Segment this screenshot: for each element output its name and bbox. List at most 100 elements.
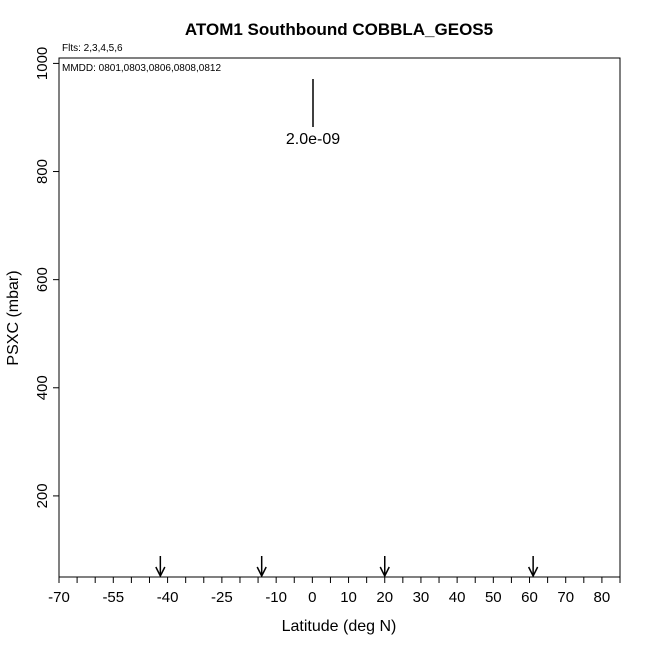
data-point: [359, 372, 367, 380]
dates-note: MMDD: 0801,0803,0806,0808,0812: [62, 63, 221, 74]
flight-arrow: [527, 556, 539, 578]
data-point: [174, 59, 183, 68]
data-point: [467, 56, 476, 65]
data-point: [149, 383, 158, 392]
data-point: [207, 475, 215, 484]
data-point: [156, 475, 165, 484]
x-axis: -70 -55 -40 -25 -10 0 10 20 30 40 50 60 70 80: [48, 577, 621, 606]
data-point: [272, 481, 281, 490]
data-point: [123, 437, 132, 446]
scale-label: 2.0e-09: [286, 131, 340, 148]
x-tick-label: -25: [211, 589, 233, 606]
x-tick-label: -10: [265, 589, 287, 606]
data-point: [131, 353, 139, 361]
flight-arrow: [155, 556, 166, 578]
data-point: [308, 388, 317, 397]
data-point: [236, 392, 244, 401]
data-point: [308, 59, 317, 68]
data-point: [507, 373, 516, 381]
data-points: [66, 54, 606, 511]
data-point: [598, 236, 606, 245]
data-point: [590, 254, 599, 262]
data-point: [315, 382, 324, 391]
x-tick-label: 0: [308, 589, 316, 606]
data-point: [420, 226, 429, 234]
data-point: [189, 64, 197, 73]
data-point: [402, 502, 411, 511]
x-tick-label: 60: [521, 589, 538, 606]
data-point: [290, 330, 299, 339]
data-point: [203, 382, 212, 391]
data-point: [203, 330, 212, 339]
data-point: [485, 439, 494, 448]
data-point: [587, 350, 595, 359]
data-point: [192, 475, 201, 484]
data-point: [474, 236, 483, 245]
data-point: [308, 328, 317, 337]
data-point: [547, 483, 556, 492]
data-point: [178, 402, 187, 411]
data-point: [149, 256, 158, 265]
data-point: [344, 64, 353, 73]
data-point: [377, 239, 386, 247]
y-tick-label: 200: [34, 483, 51, 508]
data-point: [308, 232, 317, 241]
data-point: [218, 475, 226, 484]
data-point: [485, 367, 494, 376]
data-point: [225, 232, 234, 241]
data-point: [145, 340, 154, 349]
data-point: [507, 248, 516, 257]
x-tick-label: 70: [557, 589, 574, 606]
data-point: [80, 458, 89, 467]
data-point: [286, 64, 295, 73]
data-point: [87, 453, 96, 461]
data-point: [572, 451, 581, 460]
data-point: [152, 246, 161, 254]
data-point: [594, 465, 603, 473]
y-tick-label: 1000: [34, 47, 51, 80]
data-point: [160, 64, 168, 73]
data-point: [576, 440, 585, 448]
flights-note: Flts: 2,3,4,5,6: [62, 43, 123, 54]
data-point: [69, 478, 78, 487]
data-point: [551, 264, 559, 273]
y-tick-label: 600: [34, 267, 51, 292]
y-tick-label: 400: [34, 375, 51, 400]
plot-frame: [58, 57, 621, 578]
data-point: [561, 383, 570, 392]
data-point: [587, 140, 595, 149]
data-point: [221, 164, 230, 173]
chart-title: ATOM1 Southbound COBBLA_GEOS5: [185, 20, 493, 39]
y-tick-label: 800: [34, 159, 51, 184]
x-tick-label: 40: [449, 589, 466, 606]
data-point: [561, 458, 570, 467]
data-point: [456, 470, 465, 479]
data-point: [377, 437, 386, 446]
data-point: [366, 235, 375, 244]
data-point: [239, 465, 248, 473]
data-point: [460, 399, 469, 407]
data-point: [388, 348, 396, 357]
data-point: [351, 451, 360, 460]
data-point: [351, 239, 360, 247]
data-point: [431, 489, 440, 498]
data-point: [105, 421, 114, 430]
data-point: [149, 492, 158, 500]
data-point: [587, 319, 595, 327]
data-point: [123, 151, 132, 160]
flight-arrow: [256, 556, 267, 578]
data-point: [341, 368, 349, 377]
x-tick-label: -40: [157, 589, 179, 606]
data-point: [485, 473, 494, 481]
data-point: [587, 113, 595, 122]
y-axis-label: PSXC (mbar): [5, 270, 22, 365]
data-point: [156, 400, 165, 408]
data-point: [413, 424, 422, 433]
x-tick-label: 20: [376, 589, 393, 606]
data-point: [308, 472, 317, 481]
data-point: [384, 246, 393, 254]
y-axis: 200 400 600 800 1000: [34, 47, 59, 508]
x-tick-label: 10: [340, 589, 357, 606]
data-point: [174, 475, 183, 484]
